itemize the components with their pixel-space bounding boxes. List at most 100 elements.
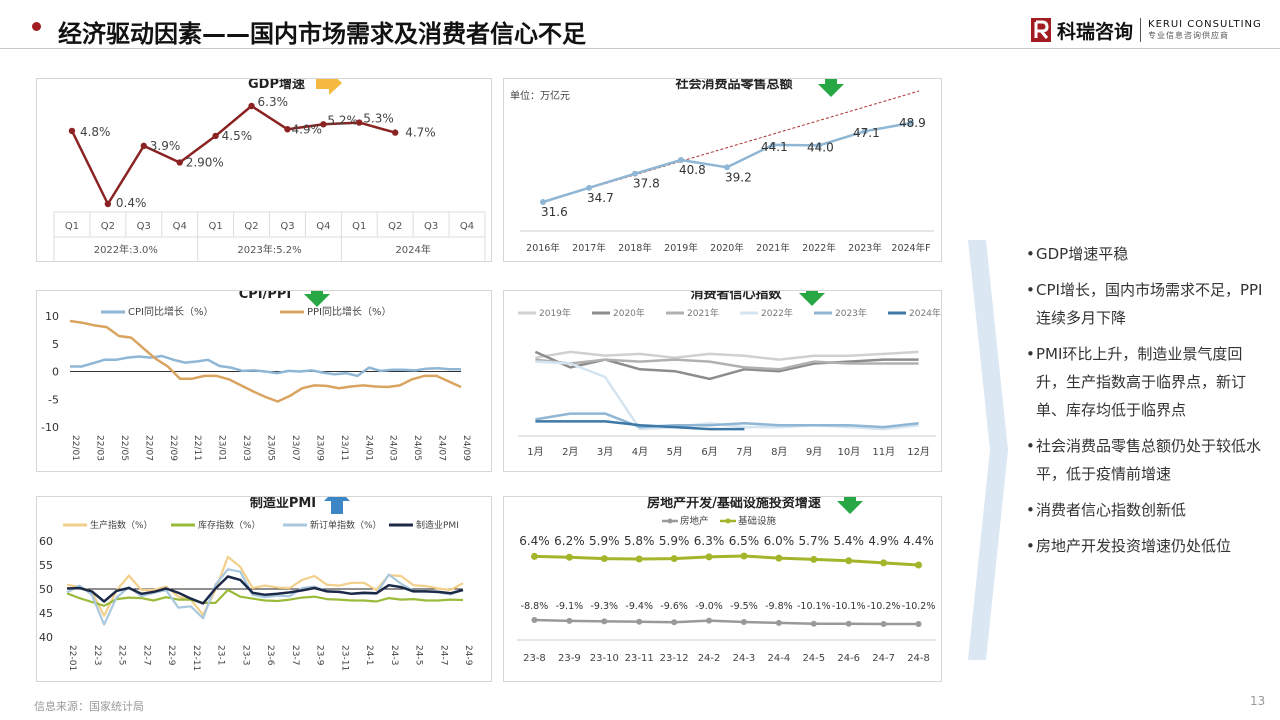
logo-english-name: KERUI CONSULTING	[1148, 19, 1262, 31]
retail-data-label: 39.2	[725, 170, 752, 184]
gdp-data-label: 4.9%	[291, 122, 322, 136]
gdp-panel: GDP增速 4.8% 0.4% 3.9% 2.90% 4.5% 6.3% 4.9% 5.2% 5.…	[36, 71, 492, 262]
x-tick-label: 6月	[701, 446, 717, 458]
retail-data-label: 48.9	[899, 116, 926, 130]
x-tick-label: 2023年	[848, 242, 882, 254]
real-estate-point	[566, 617, 573, 624]
x-tick-label: 24-1	[364, 645, 374, 665]
gdp-line	[70, 104, 396, 206]
infrastructure-point	[775, 554, 783, 562]
legend-label: 生产指数（%）	[90, 519, 153, 531]
gdp-data-label: 6.3%	[258, 95, 289, 109]
x-tick-label: 2月	[562, 446, 578, 458]
retail-point	[724, 164, 730, 171]
retail-point	[632, 170, 638, 177]
bullet-dot: •	[1026, 345, 1035, 363]
gdp-chart: GDP增速 4.8% 0.4% 3.9% 2.90% 4.5% 6.3%4.9% 5.2% 5.…	[53, 71, 486, 261]
confidence-panel: 消费者信心指数 2019年 2020年 2021年 2022年 2023年 2024年 1月 2…	[503, 280, 942, 472]
legend-label: CPI同比增长（%）	[128, 305, 213, 318]
gdp-point	[284, 126, 291, 133]
x-tick-label: 5月	[667, 446, 683, 458]
summary-item: • CPI增长，国内市场需求不足，PPI连续多月下降	[1026, 276, 1266, 332]
x-tick-label: Q4	[173, 221, 187, 232]
infrastructure-data-label: 6.5%	[729, 534, 760, 548]
real-estate-point	[915, 621, 922, 627]
real-estate-data-label: -10.1%	[832, 601, 866, 612]
x-tick-label: 4月	[632, 446, 648, 458]
gdp-data-label: 3.9%	[150, 139, 181, 153]
x-tick-label: Q4	[460, 221, 474, 232]
summary-text: 消费者信心指数创新低	[1036, 501, 1187, 519]
legend-label: 2022年	[761, 307, 793, 319]
retail-point	[770, 141, 776, 148]
summary-text: GDP增速平稳	[1036, 245, 1129, 263]
cpi-ppi-chart: CPI/PPI CPI同比增长（%） PPI同比增长（%） 10 5 0 -5 -10 22/0…	[41, 281, 471, 461]
x-tick-label: Q3	[137, 221, 151, 232]
x-tick-label: 24-3	[733, 653, 756, 664]
x-tick-label: 23/11	[339, 435, 349, 461]
infrastructure-data-label: 5.4%	[833, 534, 864, 548]
real-estate-point	[601, 618, 608, 625]
pmi-line-0	[66, 555, 464, 618]
legend-label: 2023年	[835, 307, 867, 319]
legend-label: 库存指数（%）	[198, 519, 261, 531]
legend-label: 2020年	[613, 307, 645, 319]
confidence-line-0	[535, 350, 919, 361]
y-tick-label: 5	[52, 338, 59, 351]
x-tick-label: 24-6	[837, 653, 860, 664]
chart-title: 房地产开发/基础设施投资增速	[647, 497, 821, 511]
x-tick-label: Q3	[280, 221, 294, 232]
x-tick-label: 22/03	[94, 435, 104, 461]
retail-data-label: 44.1	[761, 140, 788, 154]
x-tick-label: Q2	[101, 221, 115, 232]
infrastructure-point	[670, 555, 678, 563]
real-estate-point	[706, 617, 713, 624]
pmi-panel: 制造业PMI 生产指数（%） 库存指数（%） 新订单指数（%） 制造业PMI 60 55 50…	[36, 488, 492, 682]
page-title: 经济驱动因素——国内市场需求及消费者信心不足	[58, 20, 586, 48]
x-tick-label: 24/09	[461, 435, 471, 461]
gdp-data-label: 4.5%	[222, 129, 253, 143]
x-tick-label: 22-01	[67, 645, 77, 671]
pmi-chart: 制造业PMI 生产指数（%） 库存指数（%） 新订单指数（%） 制造业PMI 60 55 50…	[39, 488, 473, 671]
bullet-dot: •	[1026, 281, 1035, 299]
real-estate-data-label: -9.8%	[765, 601, 793, 612]
real-estate-data-label: -8.8%	[521, 601, 549, 612]
x-tick-label: 22/09	[168, 435, 178, 461]
gdp-point	[212, 132, 219, 140]
x-tick-label: 7月	[736, 446, 752, 458]
y-tick-label: 55	[39, 559, 53, 572]
x-tick-label: 23-10	[590, 653, 619, 664]
x-tick-label: 2021年	[756, 242, 790, 254]
bullet-dot: •	[1026, 537, 1035, 555]
down-arrow-icon	[818, 71, 844, 97]
x-tick-label: 10月	[838, 446, 861, 458]
confidence-line-5	[535, 420, 745, 431]
x-tick-label: 23/07	[290, 435, 300, 461]
retail-point	[678, 156, 684, 163]
x-tick-label: 2024年F	[891, 242, 930, 254]
legend-label: 制造业PMI	[416, 519, 459, 531]
gdp-point	[68, 127, 76, 135]
y-tick-label: 45	[39, 607, 53, 620]
unit-label: 单位：万亿元	[510, 89, 570, 102]
chart-title: 社会消费品零售总额	[674, 79, 792, 92]
real-estate-point	[671, 619, 678, 626]
pmi-line-1	[66, 588, 464, 607]
x-tick-label: 23/09	[314, 435, 324, 461]
x-tick-label: 23/05	[266, 435, 276, 461]
legend-marker	[667, 518, 673, 524]
x-tick-label: Q3	[424, 221, 438, 232]
summary-text: PMI环比上升，制造业景气度回升，生产指数高于临界点，新订单、库存均低于临界点	[1036, 345, 1247, 419]
gdp-data-label: 0.4%	[116, 196, 147, 210]
infrastructure-data-label: 6.0%	[764, 534, 795, 548]
infrastructure-point	[565, 553, 573, 561]
summary-item: • 社会消费品零售总额仍处于较低水平，低于疫情前增速	[1026, 432, 1266, 488]
real-estate-data-label: -9.5%	[730, 601, 758, 612]
logo-tagline: 专业信息咨询供应商	[1148, 31, 1230, 41]
real-estate-data-label: -10.2%	[867, 601, 901, 612]
retail-point	[908, 120, 914, 126]
x-tick-label: 23-11	[339, 645, 349, 671]
x-tick-label: 2022年	[802, 242, 836, 254]
bullet-dot: •	[1026, 437, 1035, 455]
right-arrow-icon	[316, 71, 342, 95]
